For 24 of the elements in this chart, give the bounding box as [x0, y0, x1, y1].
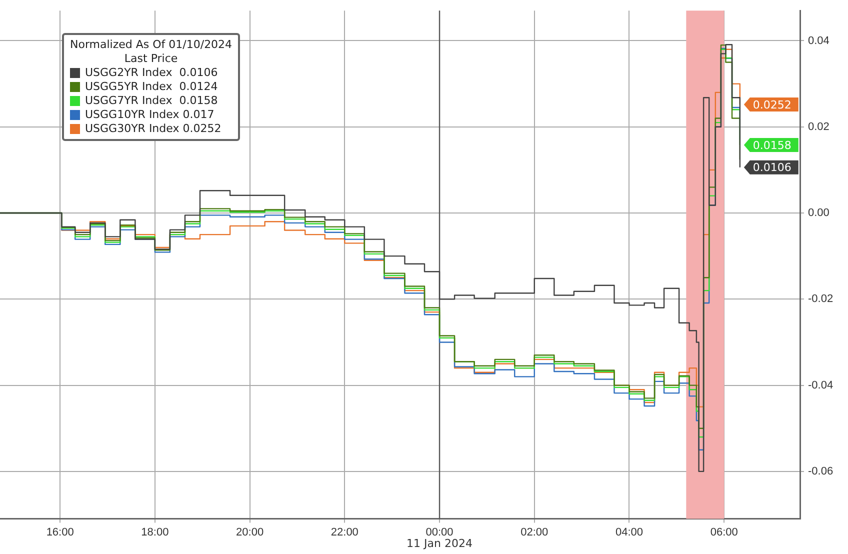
y-tick-label: 0.02: [808, 120, 830, 133]
x-tick-label: 06:00: [710, 526, 738, 538]
legend-label: USGG5YR Index 0.0124: [85, 80, 218, 94]
y-tick-label: -0.02: [808, 293, 834, 306]
legend-label: USGG10YR Index 0.017: [85, 108, 214, 122]
x-tick-label: 04:00: [615, 526, 644, 538]
legend-label: USGG7YR Index 0.0158: [85, 94, 218, 108]
x-tick-label: 20:00: [236, 526, 264, 538]
x-tick-label: 22:00: [330, 526, 358, 538]
ref-line-label: 11 Jan 2024: [406, 537, 472, 550]
y-tick-label: 0.04: [808, 34, 830, 47]
legend-title: Normalized As Of 01/10/2024 Last Price: [70, 38, 232, 66]
data-label: 0.0106: [752, 161, 792, 174]
y-tick-label: -0.06: [808, 465, 834, 478]
y-tick-label: 0.00: [808, 207, 830, 220]
data-label: 0.0158: [752, 138, 792, 152]
x-tick-label: 18:00: [141, 526, 169, 538]
y-tick-label: -0.04: [808, 379, 834, 392]
legend-label: USGG2YR Index 0.0106: [85, 66, 218, 80]
x-tick-label: 16:00: [46, 526, 74, 538]
data-label: 0.0252: [752, 98, 792, 112]
x-tick-label: 02:00: [520, 526, 548, 538]
legend-label: USGG30YR Index 0.0252: [85, 122, 222, 136]
x-tick-label: 00:00: [426, 526, 454, 538]
